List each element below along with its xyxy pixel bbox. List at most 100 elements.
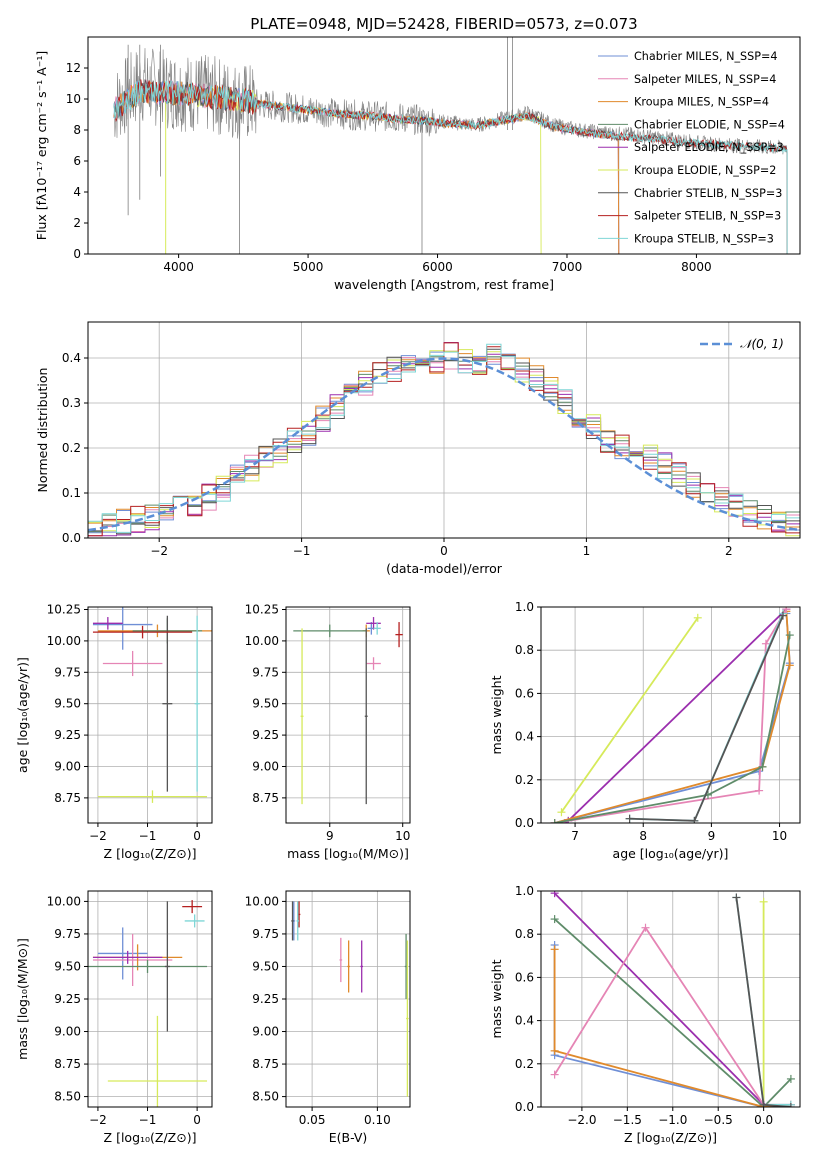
weight-series-line xyxy=(560,617,699,813)
errorbar-plot-area xyxy=(92,607,212,803)
y-tick-label: 10.25 xyxy=(245,603,279,617)
mass-weight-chart-4: 7 8 9 10 0.0 0.2 0.4 0.6 0.8 1.0 age [log₁₀(age/yr… xyxy=(489,600,801,861)
x-tick-label: 9 xyxy=(326,829,334,843)
y-tick-label: 2 xyxy=(73,216,81,230)
x-tick-label: −1.0 xyxy=(658,1113,687,1127)
x-tick-label: 0 xyxy=(193,1113,201,1127)
y-tick-label: 0.0 xyxy=(62,531,81,545)
y-tick-label: 0.4 xyxy=(515,730,534,744)
y-tick-label: 8.75 xyxy=(252,1057,279,1071)
x-tick-label: 6000 xyxy=(422,260,453,274)
axes-frame xyxy=(540,890,801,1108)
weight-series-line xyxy=(553,918,792,1107)
x-tick-label: 1 xyxy=(583,544,591,558)
y-tick-label: 9.25 xyxy=(252,728,279,742)
residual-histogram-chart: −2 −1 0 1 2 0.0 0.1 0.2 0.3 0.4 (data-model)/error… xyxy=(35,321,801,576)
y-tick-label: 8.75 xyxy=(54,1057,81,1071)
y-tick-label: 10 xyxy=(66,92,81,106)
y-tick-label: 9.75 xyxy=(54,927,81,941)
y-axis-label: mass weight xyxy=(489,959,504,1038)
y-tick-label: 9.25 xyxy=(54,992,81,1006)
x-axis-label: Z [log₁₀(Z/Z⊙)] xyxy=(104,1130,197,1145)
y-tick-label: 10.00 xyxy=(245,894,279,908)
x-tick-label: −1 xyxy=(139,829,157,843)
errorbar-chart-6: 0.05 0.10 8.50 8.75 9.00 9.25 9.50 9.75 10.00 E(B… xyxy=(245,890,411,1145)
errorbar-chart-3: 9 10 8.75 9.00 9.25 9.50 9.75 10.00 10.25 mass [l… xyxy=(245,603,411,861)
x-tick-label: 2 xyxy=(725,544,733,558)
y-tick-label: 9.50 xyxy=(252,959,279,973)
x-tick-label: −1.5 xyxy=(613,1113,642,1127)
y-tick-label: 8.50 xyxy=(54,1090,81,1104)
y-axis-label: mass [log₁₀(M/M⊙)] xyxy=(15,938,30,1060)
errorbar-chart-2: −2 −1 0 8.75 9.00 9.25 9.50 9.75 10.00 10.25 Z [lo… xyxy=(15,603,213,861)
x-tick-label: 5000 xyxy=(293,260,324,274)
axes-frame xyxy=(87,606,213,824)
x-tick-label: 7 xyxy=(571,829,579,843)
x-tick-label: −2 xyxy=(89,1113,107,1127)
legend-label: Kroupa ELODIE, N_SSP=2 xyxy=(634,164,776,177)
weight-series-line xyxy=(554,634,791,823)
legend-label: Chabrier MILES, N_SSP=4 xyxy=(634,50,777,63)
y-tick-label: 1.0 xyxy=(515,884,534,898)
y-axis-label: Flux [fλ10⁻¹⁷ erg cm⁻² s⁻¹ A⁻¹] xyxy=(34,51,49,240)
data-spectrum-line xyxy=(113,48,788,155)
x-axis-label: mass [log₁₀(M/M⊙)] xyxy=(287,846,409,861)
legend-label: Kroupa STELIB, N_SSP=3 xyxy=(634,232,774,245)
x-tick-label: 0.05 xyxy=(299,1113,326,1127)
y-tick-label: 9.00 xyxy=(252,1025,279,1039)
x-axis-label: Z [log₁₀(Z/Z⊙)] xyxy=(104,846,197,861)
axes-frame xyxy=(540,606,801,824)
spectrum-plot-area xyxy=(113,37,788,254)
weight-series-line xyxy=(554,608,788,823)
x-tick-label: −1 xyxy=(293,544,311,558)
y-tick-label: 0.8 xyxy=(515,927,534,941)
mass-weight-chart-7: −2.0 −1.5 −1.0 −0.5 0.0 0.0 0.2 0.4 0.6 0.8 1.0 Z [… xyxy=(489,884,801,1145)
y-tick-label: 0.3 xyxy=(62,396,81,410)
y-axis-label: mass weight xyxy=(489,675,504,754)
x-tick-label: 4000 xyxy=(163,260,194,274)
errorbar-chart-5: −2 −1 0 8.50 8.75 9.00 9.25 9.50 9.75 10.00 Z [log… xyxy=(15,890,213,1145)
x-axis-label: E(B-V) xyxy=(329,1130,368,1145)
y-tick-label: 0.2 xyxy=(62,441,81,455)
y-tick-label: 12 xyxy=(66,61,81,75)
errorbar-plot-area xyxy=(293,617,403,805)
y-tick-label: 0.0 xyxy=(515,816,534,830)
model-spectrum-line xyxy=(113,80,788,254)
normal-curve-line xyxy=(88,357,800,532)
y-tick-label: 0.8 xyxy=(515,643,534,657)
y-tick-label: 8 xyxy=(73,123,81,137)
legend-label: Salpeter STELIB, N_SSP=3 xyxy=(634,210,781,223)
y-tick-label: 8.50 xyxy=(252,1090,279,1104)
y-axis-label: age [log₁₀(age/yr)] xyxy=(15,657,30,773)
x-tick-label: 10 xyxy=(395,829,410,843)
y-tick-label: 10.00 xyxy=(47,634,81,648)
y-tick-label: 9.25 xyxy=(252,992,279,1006)
y-tick-label: 0 xyxy=(73,247,81,261)
y-tick-label: 9.75 xyxy=(54,665,81,679)
y-tick-label: 10.25 xyxy=(47,603,81,617)
x-tick-label: −2 xyxy=(89,829,107,843)
legend-label: Salpeter ELODIE, N_SSP=3 xyxy=(634,141,784,154)
y-axis-label: Normed distribution xyxy=(35,368,50,493)
y-tick-label: 1.0 xyxy=(515,600,534,614)
x-tick-label: 0 xyxy=(193,829,201,843)
y-tick-label: 0.6 xyxy=(515,970,534,984)
axes-frame xyxy=(285,606,411,824)
weight-series-line xyxy=(554,611,791,823)
legend-label: 𝒩(0, 1) xyxy=(740,337,784,351)
y-tick-label: 4 xyxy=(73,185,81,199)
spectrum-chart: 4000 5000 6000 7000 8000 0 2 4 6 8 10 12 wavelength … xyxy=(34,15,801,292)
y-tick-label: 9.75 xyxy=(252,665,279,679)
legend-label: Salpeter MILES, N_SSP=4 xyxy=(634,73,776,86)
x-axis-label: age [log₁₀(age/yr)] xyxy=(613,846,729,861)
weight-plot-area xyxy=(550,607,794,823)
y-tick-label: 8.75 xyxy=(54,791,81,805)
y-tick-label: 9.50 xyxy=(54,697,81,711)
x-axis-label: (data-model)/error xyxy=(386,561,503,576)
x-axis-label: Z [log₁₀(Z/Z⊙)] xyxy=(624,1130,717,1145)
errorbar-plot-area xyxy=(88,900,208,1107)
x-axis-label: wavelength [Angstrom, rest frame] xyxy=(334,277,554,292)
x-tick-label: −2 xyxy=(150,544,168,558)
x-tick-label: 7000 xyxy=(552,260,583,274)
